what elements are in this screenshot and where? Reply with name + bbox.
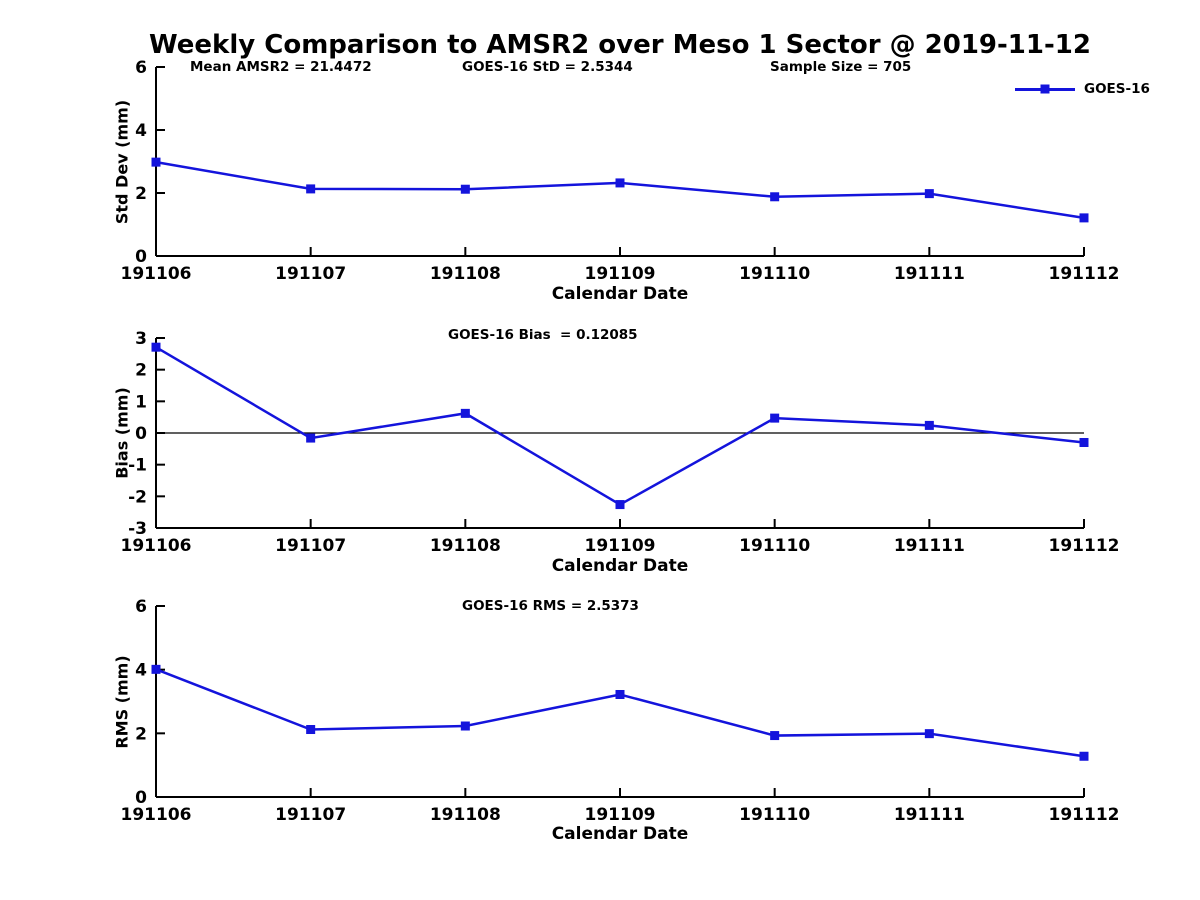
data-point-marker <box>1079 438 1089 447</box>
legend-label: GOES-16 <box>1084 81 1150 97</box>
data-point-marker <box>615 689 625 699</box>
y-tick-label: -3 <box>128 519 147 539</box>
x-tick-label: 191112 <box>1049 805 1120 825</box>
data-point-marker <box>924 420 934 430</box>
x-tick-label: 191112 <box>1049 264 1120 284</box>
data-point-marker <box>460 408 470 418</box>
data-point-marker <box>151 157 161 167</box>
data-point-marker <box>770 731 780 741</box>
stat-goes16-std: GOES-16 StD = 2.5344 <box>462 59 633 75</box>
x-tick-label: 191112 <box>1049 536 1120 556</box>
x-tick-label: 191111 <box>894 805 965 825</box>
data-point-marker <box>1079 751 1089 761</box>
stat-goes16-bias: GOES-16 Bias = 0.12085 <box>448 327 638 343</box>
x-tick-label: 191106 <box>121 805 192 825</box>
data-point-marker <box>615 500 625 510</box>
series-line-GOES-16 <box>155 668 1085 758</box>
data-point-marker <box>460 184 470 194</box>
x-tick-label: 191110 <box>739 805 810 825</box>
y-tick-label: 6 <box>135 58 147 78</box>
x-axis-title-std-dev: Calendar Date <box>551 284 689 304</box>
data-point-marker <box>306 725 316 735</box>
series-line-GOES-16 <box>155 346 1085 507</box>
y-tick-label: 4 <box>135 121 147 141</box>
legend: GOES-16 <box>1015 81 1150 97</box>
x-tick-label: 191107 <box>275 805 346 825</box>
stat-mean-amsr2: Mean AMSR2 = 21.4472 <box>190 59 372 75</box>
y-tick-label: 4 <box>135 661 147 681</box>
x-tick-label: 191111 <box>894 536 965 556</box>
x-axis-title-bias: Calendar Date <box>551 556 689 576</box>
y-tick-label: -1 <box>128 456 147 476</box>
data-point-marker <box>615 178 625 188</box>
chart-panel-rms: 0 2 4 6 191106 191107 191108 191109 191110 191111… <box>121 597 1120 825</box>
y-tick-label: 3 <box>135 329 147 349</box>
data-point-marker <box>460 721 470 731</box>
legend-line-sample <box>1015 84 1075 94</box>
x-tick-label: 191110 <box>739 536 810 556</box>
data-point-marker <box>151 664 161 674</box>
x-tick-label: 191108 <box>430 536 501 556</box>
chart-panel-std-dev: 0 2 4 6 191106 191107 191108 191109 191110 191111… <box>121 58 1120 284</box>
data-point-marker <box>151 342 161 352</box>
x-tick-label: 191109 <box>585 536 656 556</box>
data-point-marker <box>770 192 780 202</box>
data-point-marker <box>306 184 316 194</box>
x-tick-label: 191108 <box>430 264 501 284</box>
y-tick-label: -2 <box>128 487 147 507</box>
x-tick-label: 191106 <box>121 264 192 284</box>
y-tick-label: 0 <box>135 424 147 444</box>
data-point-marker <box>924 729 934 739</box>
y-tick-label: 1 <box>135 392 147 412</box>
x-tick-label: 191109 <box>585 264 656 284</box>
x-tick-label: 191107 <box>275 264 346 284</box>
x-tick-label: 191110 <box>739 264 810 284</box>
y-tick-label: 2 <box>135 724 147 744</box>
y-tick-label: 0 <box>135 788 147 808</box>
data-point-marker <box>1079 213 1089 223</box>
stat-goes16-rms: GOES-16 RMS = 2.5373 <box>462 598 639 614</box>
data-point-marker <box>924 189 934 199</box>
stat-sample-size: Sample Size = 705 <box>770 59 912 75</box>
x-tick-label: 191106 <box>121 536 192 556</box>
y-tick-label: 6 <box>135 597 147 617</box>
x-tick-label: 191109 <box>585 805 656 825</box>
x-tick-label: 191108 <box>430 805 501 825</box>
x-tick-label: 191111 <box>894 264 965 284</box>
data-point-marker <box>306 433 316 443</box>
y-tick-label: 2 <box>135 184 147 204</box>
x-tick-label: 191107 <box>275 536 346 556</box>
x-axis-title-rms: Calendar Date <box>551 824 689 844</box>
y-tick-label: 0 <box>135 247 147 267</box>
series-line-GOES-16 <box>155 160 1085 220</box>
data-point-marker <box>770 413 780 423</box>
y-tick-label: 2 <box>135 361 147 381</box>
legend-square-marker-icon <box>1040 84 1050 94</box>
figure-title: Weekly Comparison to AMSR2 over Meso 1 S… <box>149 30 1091 60</box>
